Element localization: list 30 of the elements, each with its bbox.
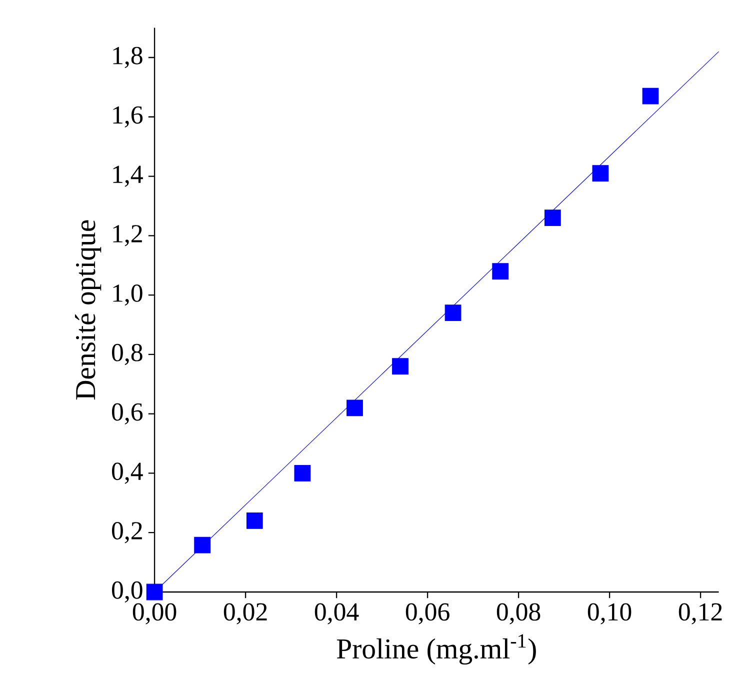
y-tick-label: 1,0 (113, 284, 142, 306)
y-tick-label: 1,6 (113, 106, 143, 128)
y-tick-label: 0,2 (112, 522, 142, 544)
y-tick-label: 1,4 (113, 166, 143, 187)
x-tick-label: 0,10 (588, 603, 632, 624)
point (194, 536, 211, 554)
y-tick-label: 0,4 (112, 462, 143, 484)
point (544, 210, 561, 226)
y-tick-label: 0,8 (112, 344, 142, 366)
point (346, 400, 363, 416)
point (642, 88, 659, 104)
x-tick-label: 0,12 (678, 603, 722, 624)
x-tick-label: 0,04 (314, 603, 359, 624)
point (444, 304, 462, 322)
x-axis-title: Proline (mg.ml$^{-1}$) (336, 634, 536, 665)
point (294, 465, 311, 482)
point (592, 165, 609, 182)
x-tick-label: 0,08 (496, 603, 540, 624)
point (246, 512, 263, 530)
y-tick-label: 0,6 (112, 403, 143, 425)
y-tick-label: 1,8 (113, 47, 142, 68)
point (392, 358, 408, 375)
y-tick-label: 1,2 (113, 225, 142, 246)
point (492, 263, 509, 280)
x-tick-label: 0,06 (406, 603, 450, 624)
x-tick-label: 0,00 (132, 603, 176, 624)
y-tick-label: 0,0 (112, 582, 142, 603)
point (146, 584, 163, 600)
x-tick-label: 0,02 (224, 603, 267, 624)
y-axis-title: Densité optique (75, 220, 102, 400)
